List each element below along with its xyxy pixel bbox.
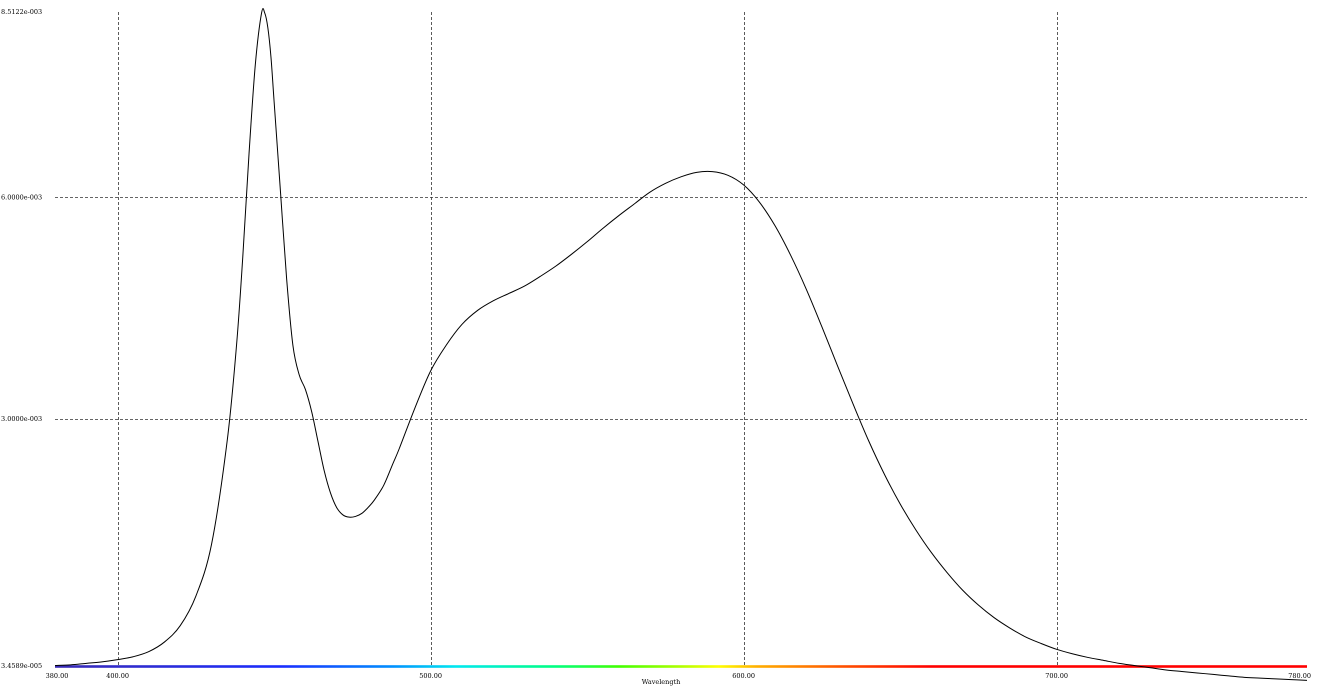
y-tick-label: 3.0000e-003	[1, 415, 42, 423]
x-tick-label: 700.00	[1045, 672, 1068, 680]
y-axis-tick-labels: 8.5122e-003 6.0000e-003 3.0000e-003 3.4589e…	[1, 8, 42, 670]
x-tick-label: 500.00	[419, 672, 442, 680]
y-tick-label: 6.0000e-003	[1, 193, 42, 201]
x-axis-tick-labels: 380.00 400.00 500.00 600.00 700.00 780.00	[46, 672, 1311, 680]
spectrum-curve	[54, 7, 1308, 681]
y-tick-label: 3.4589e-005	[1, 662, 42, 670]
x-axis-title: Wavelength	[642, 678, 681, 686]
grid-lines	[55, 12, 1307, 666]
x-tick-label: 600.00	[732, 672, 755, 680]
y-tick-label: 8.5122e-003	[1, 8, 42, 16]
spectrum-bar	[55, 665, 1307, 668]
x-tick-label: 780.00	[1288, 672, 1311, 680]
x-tick-label: 380.00	[46, 672, 69, 680]
x-tick-label: 400.00	[106, 672, 129, 680]
series-line	[54, 7, 1308, 681]
